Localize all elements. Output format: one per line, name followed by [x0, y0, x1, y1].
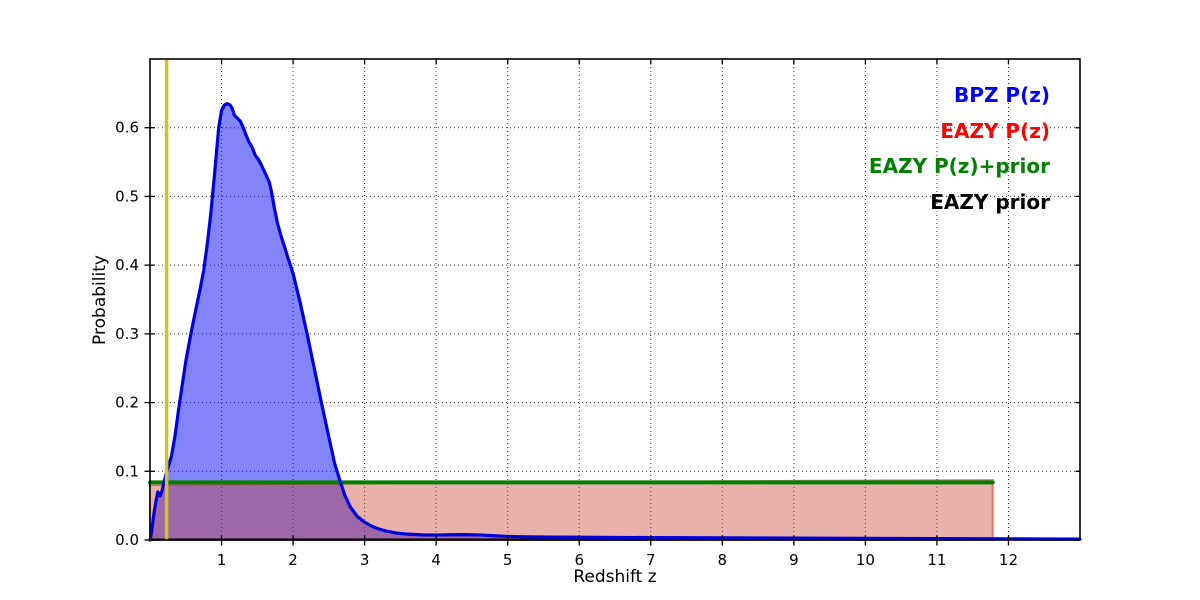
legend-item-eazy-pz: EAZY P(z)	[940, 118, 1050, 143]
legend-item-eazy-pz-prior: EAZY P(z)+prior	[868, 154, 1050, 178]
y-tick-label-0.5: 0.5	[115, 187, 139, 205]
x-tick-label-10: 10	[856, 551, 875, 569]
x-tick-label-5: 5	[503, 551, 513, 569]
x-tick-label-4: 4	[431, 551, 441, 569]
x-tick-label-11: 11	[927, 551, 946, 569]
x-tick-label-9: 9	[789, 551, 799, 569]
y-tick-label-0.6: 0.6	[115, 119, 139, 137]
legend-item-eazy-prior: EAZY prior	[930, 189, 1050, 214]
x-tick-label-12: 12	[999, 551, 1018, 569]
y-tick-label-0.3: 0.3	[115, 325, 139, 343]
legend-item-bpz-pz: BPZ P(z)	[954, 83, 1050, 107]
y-tick-label-0: 0.0	[115, 531, 139, 549]
x-tick-label-7: 7	[646, 551, 656, 569]
series-bpz-p-z-line	[148, 102, 1082, 542]
legend: BPZ P(z) EAZY P(z) EAZY P(z)+prior EAZY …	[869, 78, 1050, 220]
x-axis-label: Redshift z	[573, 567, 657, 587]
y-tick-label-0.4: 0.4	[115, 256, 139, 274]
y-tick-label-0.2: 0.2	[115, 394, 139, 412]
x-tick-label-1: 1	[217, 551, 227, 569]
x-tick-label-6: 6	[574, 551, 584, 569]
x-tick-label-2: 2	[288, 551, 298, 569]
x-tick-label-3: 3	[360, 551, 370, 569]
y-axis-label: Probability	[90, 255, 110, 345]
x-tick-label-8: 8	[718, 551, 728, 569]
series-bpz-p-z-fill	[150, 103, 1080, 541]
plot-border	[149, 58, 1081, 541]
series-eazy-p-z-fill	[150, 479, 993, 540]
y-tick-label-0.1: 0.1	[115, 462, 139, 480]
